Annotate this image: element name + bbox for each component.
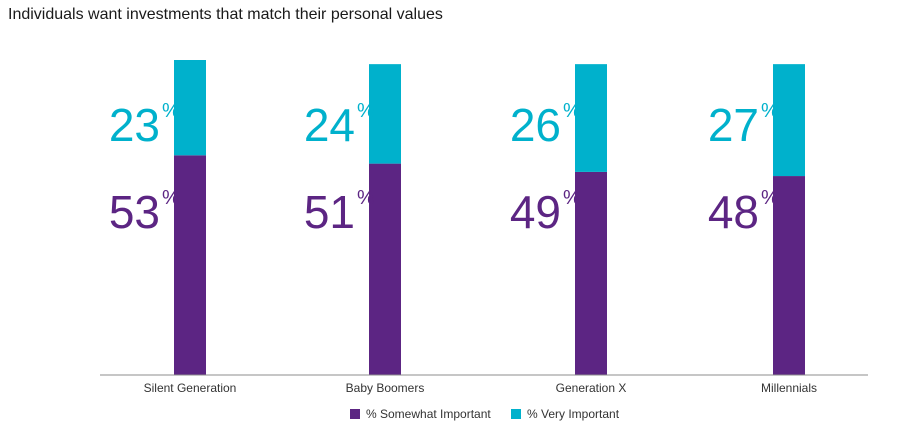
percent-sign: % xyxy=(162,187,180,209)
bar-millennials-very xyxy=(773,64,805,177)
category-label-baby-boomers: Baby Boomers xyxy=(346,381,425,395)
chart-title: Individuals want investments that match … xyxy=(8,6,443,23)
percent-sign: % xyxy=(563,187,581,209)
percent-sign: % xyxy=(357,187,375,209)
value-label-generation-x-very: 26 xyxy=(510,99,561,151)
value-label-baby-boomers-very: 24 xyxy=(304,99,355,151)
legend: % Somewhat Important % Very Important xyxy=(350,407,620,421)
percent-sign: % xyxy=(563,100,581,122)
bars-group xyxy=(174,60,805,375)
value-label-millennials-somewhat: 48 xyxy=(708,186,759,238)
bar-silent-generation-somewhat xyxy=(174,155,206,375)
legend-label-somewhat: % Somewhat Important xyxy=(366,407,491,421)
value-label-silent-generation-somewhat: 53 xyxy=(109,186,160,238)
value-label-generation-x-somewhat: 49 xyxy=(510,186,561,238)
bar-baby-boomers-somewhat xyxy=(369,163,401,375)
category-labels-group: Silent Generation Baby Boomers Generation … xyxy=(144,381,817,395)
bar-generation-x-somewhat xyxy=(575,171,607,375)
value-labels-group: 53 %23 %51 %24 %49 %26 %48 %27% xyxy=(109,99,779,238)
value-label-baby-boomers-somewhat: 51 xyxy=(304,186,355,238)
legend-swatch-very xyxy=(511,409,521,419)
bar-generation-x-very xyxy=(575,64,607,172)
bar-baby-boomers-very xyxy=(369,64,401,164)
bar-millennials-somewhat xyxy=(773,176,805,375)
category-label-millennials: Millennials xyxy=(761,381,817,395)
category-label-generation-x: Generation X xyxy=(556,381,627,395)
value-label-millennials-very: 27 xyxy=(708,99,759,151)
value-label-silent-generation-very: 23 xyxy=(109,99,160,151)
legend-label-very: % Very Important xyxy=(527,407,620,421)
category-label-silent-generation: Silent Generation xyxy=(144,381,237,395)
percent-sign: % xyxy=(761,187,779,209)
percent-sign: % xyxy=(357,100,375,122)
legend-swatch-somewhat xyxy=(350,409,360,419)
percent-sign: % xyxy=(162,100,180,122)
percent-sign: % xyxy=(761,100,779,122)
bar-silent-generation-very xyxy=(174,60,206,156)
